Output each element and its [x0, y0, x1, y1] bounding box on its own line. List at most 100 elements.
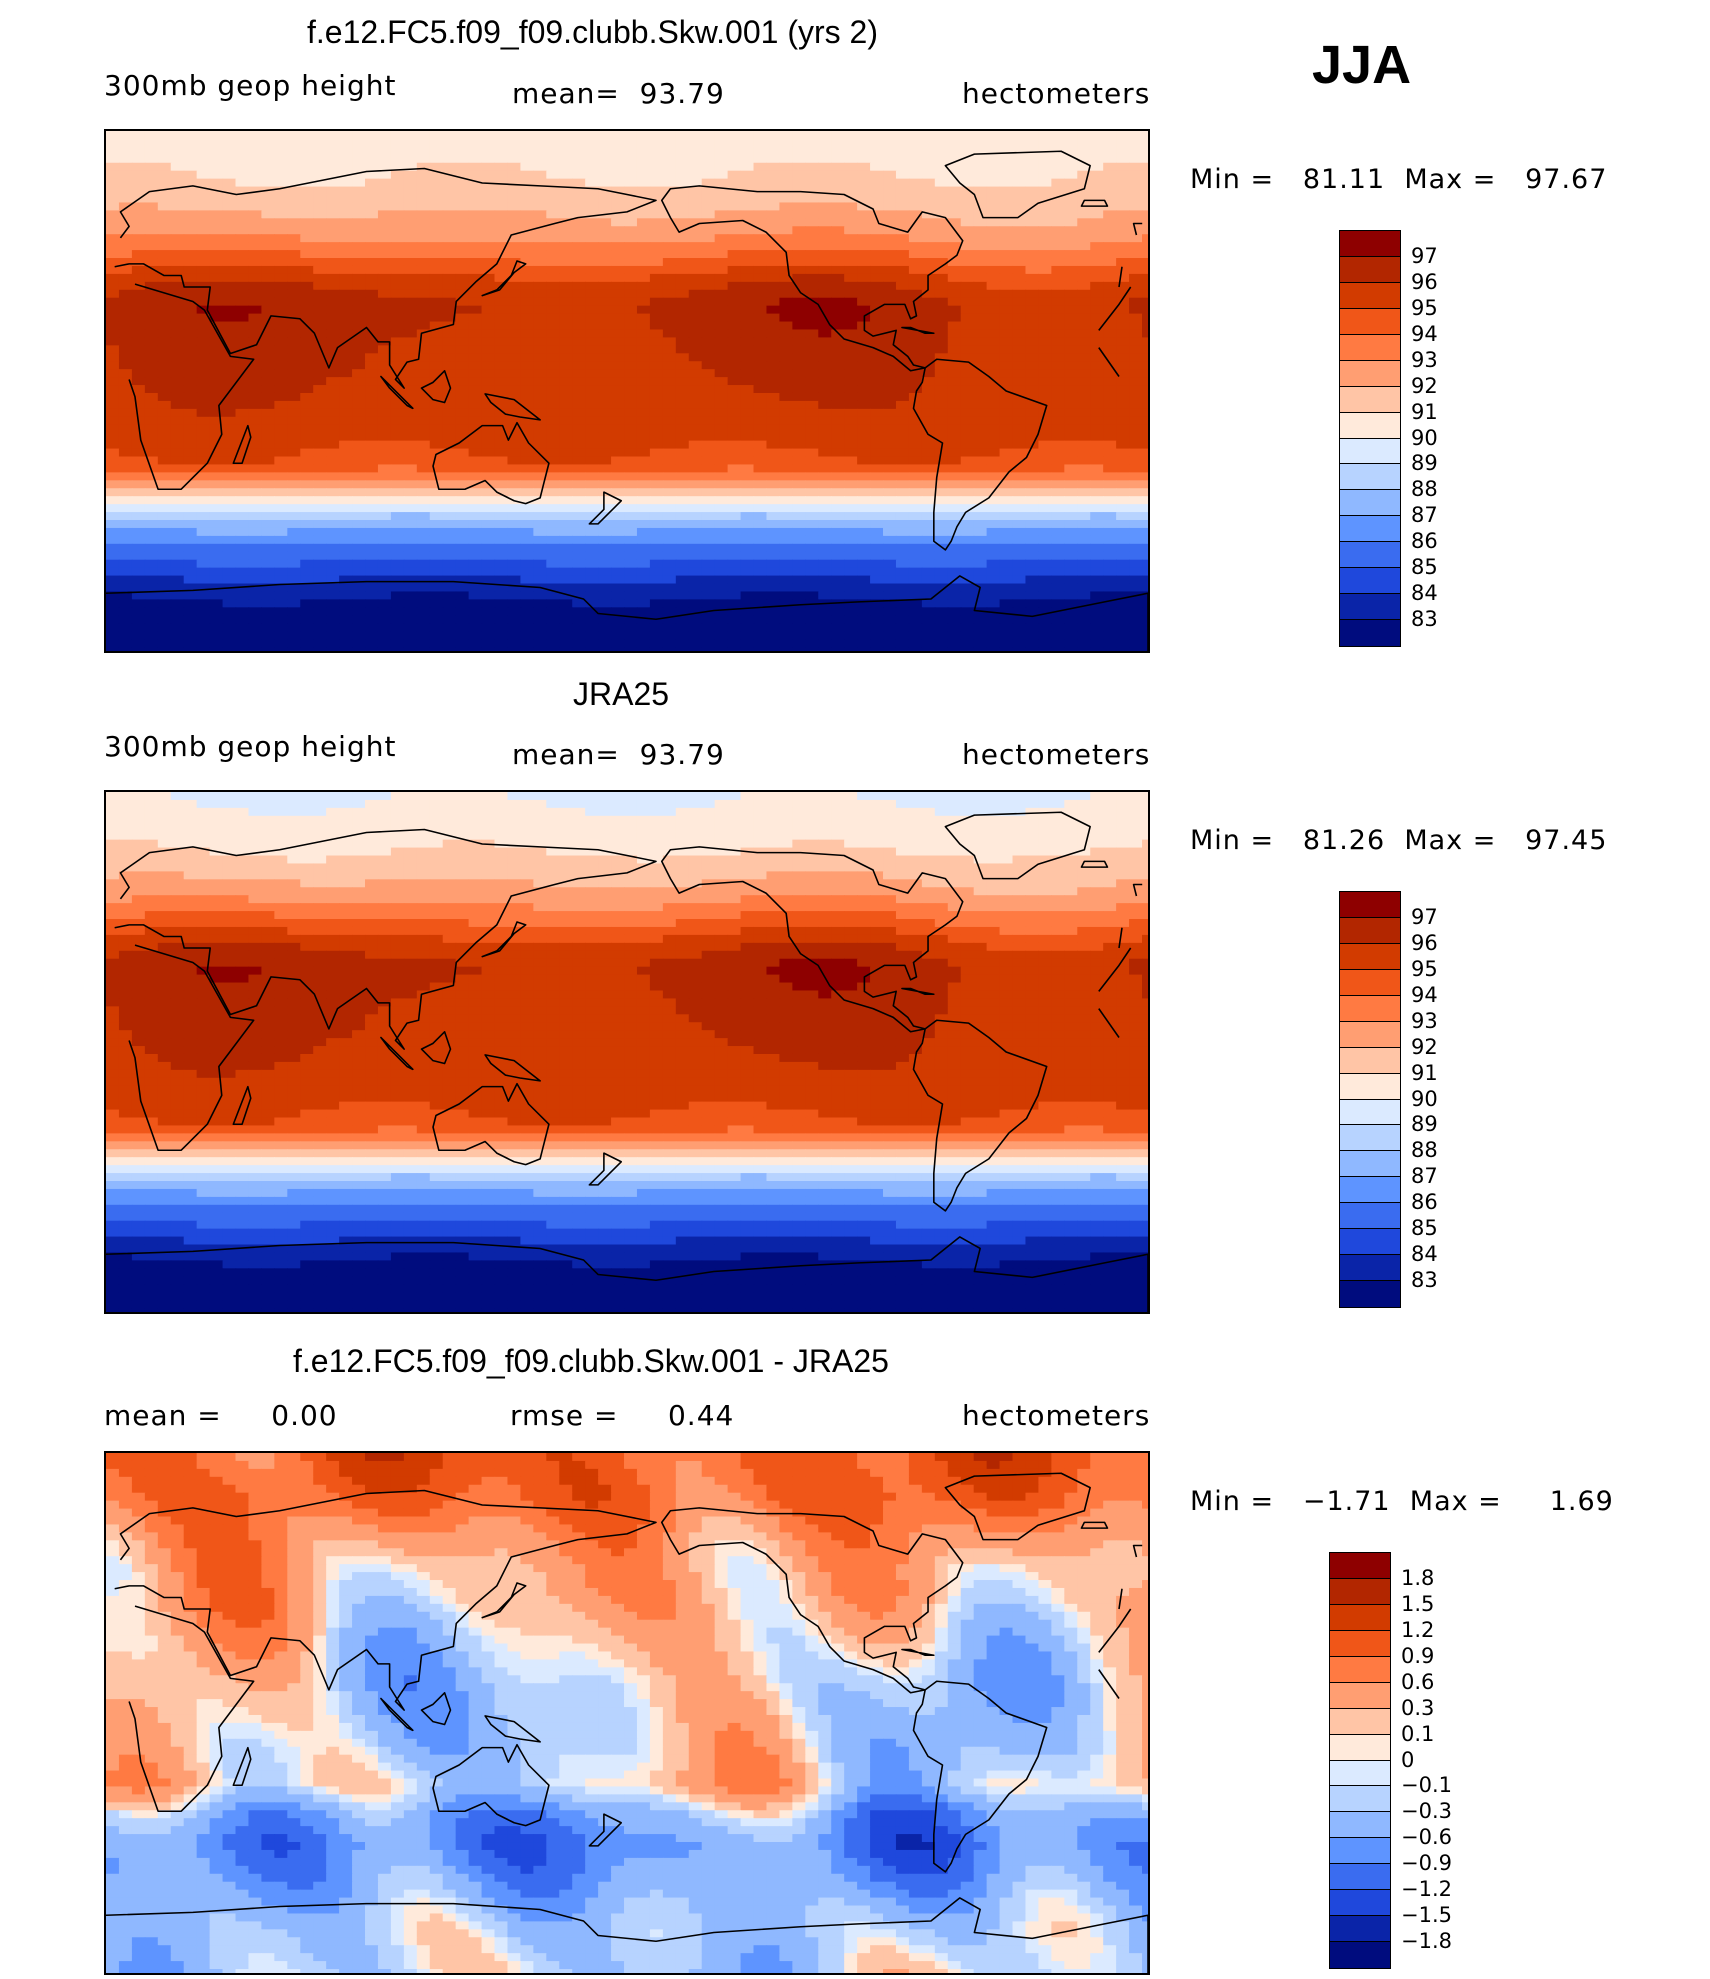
heatmap-cell [365, 527, 379, 537]
heatmap-cell [222, 226, 237, 235]
heatmap-cell [144, 512, 159, 521]
heatmap-cell [740, 520, 755, 529]
heatmap-cell [999, 154, 1014, 164]
heatmap-cell [339, 218, 353, 227]
heatmap-cell [183, 178, 198, 188]
heatmap-cell [1012, 178, 1027, 188]
heatmap-cell [222, 512, 237, 521]
heatmap-cell [429, 162, 444, 172]
heatmap-cell [533, 559, 547, 569]
heatmap-cell [1025, 281, 1040, 291]
heatmap-cell [688, 408, 703, 418]
heatmap-cell [196, 575, 211, 585]
heatmap-cell [675, 170, 690, 180]
heatmap-cell [403, 353, 418, 362]
heatmap-cell [377, 146, 392, 156]
heatmap-cell [106, 321, 120, 331]
heatmap-cell [831, 194, 845, 204]
heatmap-cell [999, 353, 1014, 362]
heatmap-cell [235, 472, 250, 481]
heatmap-cell [675, 273, 690, 283]
heatmap-cell [572, 154, 586, 164]
heatmap-cell [960, 583, 975, 593]
heatmap-cell [818, 480, 832, 489]
heatmap-cell [831, 591, 845, 600]
heatmap-cell [559, 607, 573, 616]
heatmap-cell [1077, 345, 1091, 354]
heatmap-cell [947, 289, 962, 299]
heatmap-cell [870, 504, 884, 513]
heatmap-cell [753, 162, 768, 172]
heatmap-cell [196, 202, 211, 211]
heatmap-cell [701, 226, 716, 235]
heatmap-cell [1038, 131, 1052, 140]
heatmap-cell [352, 337, 366, 346]
heatmap-cell [947, 488, 962, 497]
heatmap-cell [740, 496, 755, 505]
heatmap-cell [934, 432, 949, 442]
heatmap-cell [131, 345, 146, 354]
heatmap-cell [688, 504, 703, 513]
heatmap-cell [805, 138, 819, 148]
heatmap-cell [585, 416, 599, 426]
heatmap-cell [1051, 329, 1065, 339]
heatmap-cell [326, 186, 340, 196]
heatmap-cell [481, 385, 496, 394]
heatmap-cell [377, 543, 392, 553]
heatmap-cell [598, 337, 612, 346]
heatmap-cell [339, 496, 353, 505]
heatmap-cell [248, 162, 263, 172]
heatmap-cell [740, 234, 755, 243]
heatmap-cell [585, 234, 599, 243]
heatmap-cell [144, 591, 159, 600]
heatmap-cell [481, 321, 496, 331]
heatmap-cell [352, 496, 366, 505]
heatmap-cell [1103, 488, 1117, 497]
heatmap-cell [857, 186, 871, 196]
heatmap-cell [1038, 313, 1052, 323]
heatmap-cell [624, 416, 638, 426]
heatmap-cell [209, 258, 224, 267]
heatmap-cell [1051, 504, 1065, 513]
heatmap-cell [701, 472, 716, 481]
heatmap-cell [352, 138, 366, 148]
heatmap-cell [183, 289, 198, 299]
heatmap-cell [1142, 258, 1148, 267]
heatmap-cell [222, 297, 237, 307]
heatmap-cell [1129, 424, 1143, 434]
heatmap-cell [559, 377, 573, 386]
heatmap-cell [222, 416, 237, 426]
heatmap-cell [921, 488, 936, 497]
heatmap-cell [1051, 480, 1065, 489]
heatmap-cell [662, 289, 677, 299]
heatmap-cell [662, 273, 677, 283]
heatmap-cell [753, 353, 768, 362]
heatmap-cell [1025, 456, 1040, 466]
heatmap-cell [118, 329, 133, 339]
heatmap-cell [365, 392, 379, 402]
heatmap-cell [572, 226, 586, 235]
heatmap-cell [403, 599, 418, 608]
heatmap-cell [313, 615, 327, 624]
heatmap-cell [339, 131, 353, 140]
heatmap-cell [714, 424, 729, 434]
heatmap-cell [546, 464, 560, 473]
heatmap-cell [701, 496, 716, 505]
heatmap-cell [326, 226, 340, 235]
heatmap-cell [688, 607, 703, 616]
heatmap-cell [1025, 488, 1040, 497]
heatmap-cell [675, 607, 690, 616]
heatmap-cell [507, 154, 522, 164]
heatmap-cell [792, 138, 806, 148]
heatmap-cell [1103, 520, 1117, 529]
heatmap-cell [559, 250, 573, 259]
heatmap-cell [274, 559, 288, 569]
heatmap-cell [416, 313, 431, 323]
heatmap-cell [170, 162, 185, 172]
heatmap-cell [118, 567, 133, 577]
heatmap-cell [118, 559, 133, 569]
heatmap-cell [766, 551, 781, 561]
heatmap-cell [416, 210, 431, 219]
heatmap-cell [106, 297, 120, 307]
heatmap-cell [973, 472, 988, 481]
